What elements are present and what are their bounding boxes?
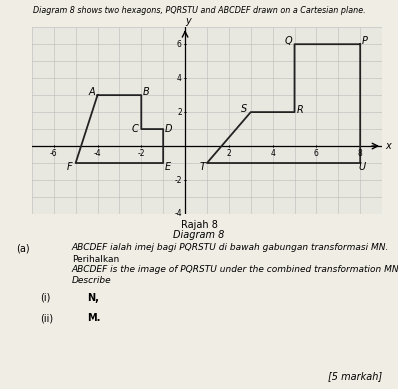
Text: P: P [362, 36, 367, 46]
Text: (i): (i) [40, 293, 50, 303]
Text: A: A [88, 87, 95, 97]
Text: S: S [241, 104, 247, 114]
Text: [5 markah]: [5 markah] [328, 371, 382, 381]
Text: C: C [132, 124, 139, 134]
Text: -2: -2 [174, 175, 182, 184]
Text: x: x [385, 141, 391, 151]
Text: Q: Q [284, 36, 292, 46]
Text: R: R [297, 105, 303, 116]
Text: y: y [185, 16, 191, 26]
Text: U: U [359, 162, 366, 172]
Text: ABCDEF is the image of PQRSTU under the combined transformation MN.: ABCDEF is the image of PQRSTU under the … [72, 265, 398, 274]
Text: 4: 4 [270, 149, 275, 158]
Text: D: D [164, 124, 172, 134]
Text: 4: 4 [177, 74, 182, 82]
Text: Describe: Describe [72, 276, 111, 285]
Text: E: E [165, 162, 171, 172]
Text: Perihalkan: Perihalkan [72, 255, 119, 264]
Text: -2: -2 [138, 149, 145, 158]
Text: N,: N, [88, 293, 100, 303]
Text: ABCDEF ialah imej bagi PQRSTU di bawah gabungan transformasi MN.: ABCDEF ialah imej bagi PQRSTU di bawah g… [72, 243, 389, 252]
Text: B: B [142, 87, 149, 97]
Text: 6: 6 [314, 149, 319, 158]
Text: 6: 6 [177, 40, 182, 49]
Text: T: T [199, 162, 206, 172]
Text: 8: 8 [358, 149, 363, 158]
Text: (ii): (ii) [40, 313, 53, 323]
Text: M.: M. [88, 313, 101, 323]
Text: Diagram 8: Diagram 8 [173, 230, 225, 240]
Text: Diagram 8 shows two hexagons, PQRSTU and ABCDEF drawn on a Cartesian plane.: Diagram 8 shows two hexagons, PQRSTU and… [33, 6, 365, 15]
Text: 2: 2 [177, 108, 182, 117]
Text: -4: -4 [174, 209, 182, 219]
Text: -6: -6 [50, 149, 58, 158]
Text: -4: -4 [94, 149, 101, 158]
Text: F: F [67, 162, 72, 172]
Text: (a): (a) [16, 243, 29, 253]
Text: Rajah 8: Rajah 8 [181, 220, 217, 230]
Text: 2: 2 [226, 149, 231, 158]
